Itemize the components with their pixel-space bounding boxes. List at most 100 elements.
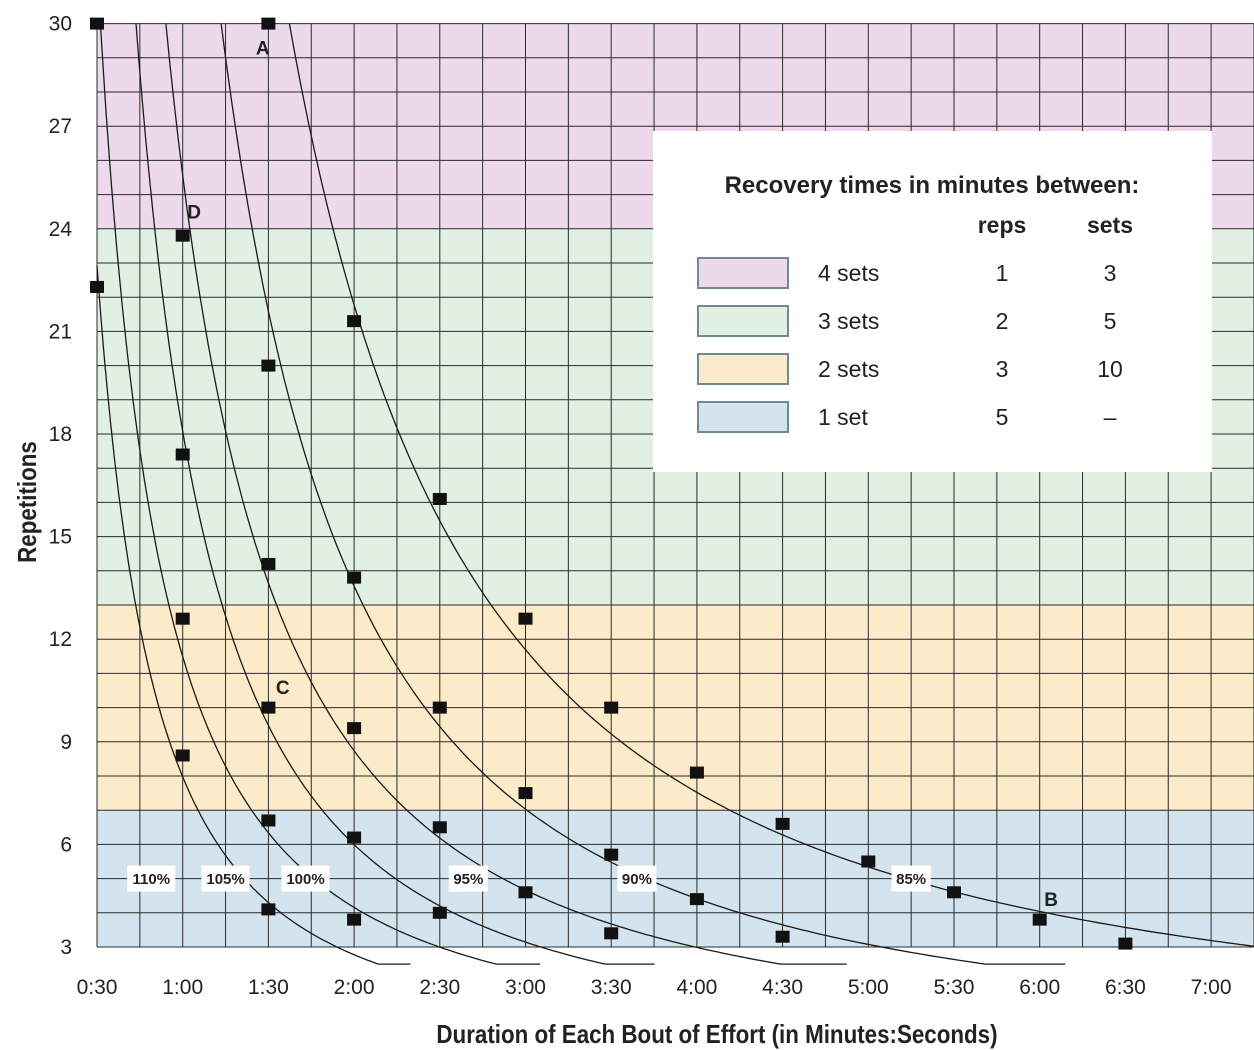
data-point bbox=[261, 701, 276, 714]
data-point bbox=[604, 848, 619, 861]
y-tick-label: 30 bbox=[49, 13, 72, 36]
x-tick-label: 4:00 bbox=[676, 976, 717, 999]
legend-sets-value: 3 bbox=[1104, 260, 1117, 286]
data-point bbox=[261, 557, 276, 570]
legend-swatch bbox=[697, 257, 789, 289]
data-point bbox=[175, 448, 190, 461]
point-annotations: A D C B bbox=[187, 39, 1058, 912]
data-point bbox=[90, 17, 104, 30]
x-tick-label: 7:00 bbox=[1191, 976, 1232, 999]
data-point bbox=[261, 17, 276, 30]
legend-row-label: 4 sets bbox=[818, 260, 879, 286]
data-point-markers bbox=[90, 17, 1133, 950]
legend-row-label: 1 set bbox=[818, 404, 868, 430]
curve-85% bbox=[288, 23, 1254, 947]
annotation-C: C bbox=[276, 678, 290, 699]
curve-110% bbox=[96, 265, 411, 965]
x-tick-label: 1:00 bbox=[162, 976, 203, 999]
svg-text:100%: 100% bbox=[286, 871, 324, 888]
x-axis-tick-labels: 0:30 1:00 1:30 2:00 2:30 3:00 3:30 4:00 4:30 5:00… bbox=[77, 976, 1232, 999]
y-tick-label: 3 bbox=[60, 936, 72, 959]
data-point bbox=[518, 886, 533, 899]
data-point bbox=[347, 913, 362, 926]
y-tick-label: 6 bbox=[60, 833, 72, 856]
y-tick-label: 21 bbox=[49, 320, 72, 343]
x-tick-label: 3:30 bbox=[591, 976, 632, 999]
y-tick-label: 9 bbox=[60, 731, 72, 754]
series-label: 100% bbox=[281, 865, 330, 892]
data-point bbox=[175, 749, 190, 762]
series-label: 105% bbox=[201, 865, 250, 892]
y-tick-label: 24 bbox=[49, 218, 73, 241]
x-tick-label: 0:30 bbox=[77, 976, 118, 999]
series-labels: 110% 105% 100% 95% 90% 85% bbox=[127, 865, 931, 892]
data-point bbox=[689, 766, 704, 779]
data-point bbox=[1032, 913, 1047, 926]
x-tick-label: 6:00 bbox=[1019, 976, 1060, 999]
data-point bbox=[518, 787, 533, 800]
legend-reps-value: 2 bbox=[996, 308, 1009, 334]
data-point bbox=[518, 612, 533, 625]
svg-text:95%: 95% bbox=[453, 871, 483, 888]
x-tick-label: 1:30 bbox=[248, 976, 289, 999]
series-label: 90% bbox=[617, 865, 657, 892]
y-tick-label: 15 bbox=[49, 526, 72, 549]
y-tick-label: 12 bbox=[49, 628, 72, 651]
legend-swatch bbox=[697, 401, 789, 433]
y-axis-tick-labels: 3 6 9 12 15 18 21 24 27 30 bbox=[49, 13, 73, 959]
x-tick-label: 4:30 bbox=[762, 976, 803, 999]
data-point bbox=[775, 817, 790, 830]
legend-sets-value: 5 bbox=[1104, 308, 1117, 334]
data-point bbox=[432, 821, 447, 834]
data-point bbox=[1118, 937, 1133, 950]
data-point bbox=[432, 701, 447, 714]
series-label: 110% bbox=[127, 865, 176, 892]
series-label: 95% bbox=[448, 865, 488, 892]
legend-column-sets: sets bbox=[1087, 212, 1133, 238]
legend-reps-value: 3 bbox=[996, 356, 1009, 382]
legend: Recovery times in minutes between: reps se… bbox=[653, 131, 1212, 472]
legend-column-reps: reps bbox=[978, 212, 1027, 238]
data-point bbox=[775, 930, 790, 943]
data-point bbox=[261, 903, 276, 916]
data-point bbox=[947, 886, 961, 899]
annotation-D: D bbox=[187, 203, 201, 224]
legend-row: 1 set 5 – bbox=[697, 401, 1117, 433]
svg-text:90%: 90% bbox=[622, 871, 652, 888]
legend-reps-value: 1 bbox=[996, 260, 1009, 286]
legend-swatch bbox=[697, 305, 789, 337]
legend-swatch bbox=[697, 353, 789, 385]
legend-sets-value: – bbox=[1104, 404, 1117, 430]
legend-title: Recovery times in minutes between: bbox=[725, 172, 1140, 199]
x-tick-label: 5:00 bbox=[848, 976, 889, 999]
data-point bbox=[604, 701, 619, 714]
data-point bbox=[861, 855, 876, 868]
data-point bbox=[347, 722, 362, 735]
x-tick-label: 5:30 bbox=[934, 976, 975, 999]
annotation-B: B bbox=[1044, 890, 1058, 911]
data-point bbox=[261, 814, 276, 827]
svg-text:85%: 85% bbox=[896, 871, 926, 888]
data-point bbox=[604, 927, 619, 940]
data-point bbox=[175, 612, 190, 625]
y-tick-label: 27 bbox=[49, 115, 72, 138]
legend-row: 3 sets 2 5 bbox=[697, 305, 1117, 337]
data-point bbox=[347, 831, 362, 844]
data-point bbox=[432, 492, 447, 505]
legend-sets-value: 10 bbox=[1097, 356, 1123, 382]
series-label: 85% bbox=[891, 865, 931, 892]
legend-reps-value: 5 bbox=[996, 404, 1009, 430]
curve-100% bbox=[135, 23, 655, 965]
data-point bbox=[432, 906, 447, 919]
svg-text:110%: 110% bbox=[133, 871, 171, 888]
x-axis-title: Duration of Each Bout of Effort (in Minu… bbox=[436, 1020, 997, 1049]
y-axis-title: Repetitions bbox=[13, 441, 42, 563]
x-tick-label: 2:30 bbox=[419, 976, 460, 999]
data-point bbox=[347, 315, 362, 328]
data-point bbox=[261, 359, 276, 372]
curve-95% bbox=[165, 23, 847, 965]
svg-text:105%: 105% bbox=[206, 871, 244, 888]
data-point bbox=[175, 229, 190, 242]
legend-row-label: 2 sets bbox=[818, 356, 879, 382]
